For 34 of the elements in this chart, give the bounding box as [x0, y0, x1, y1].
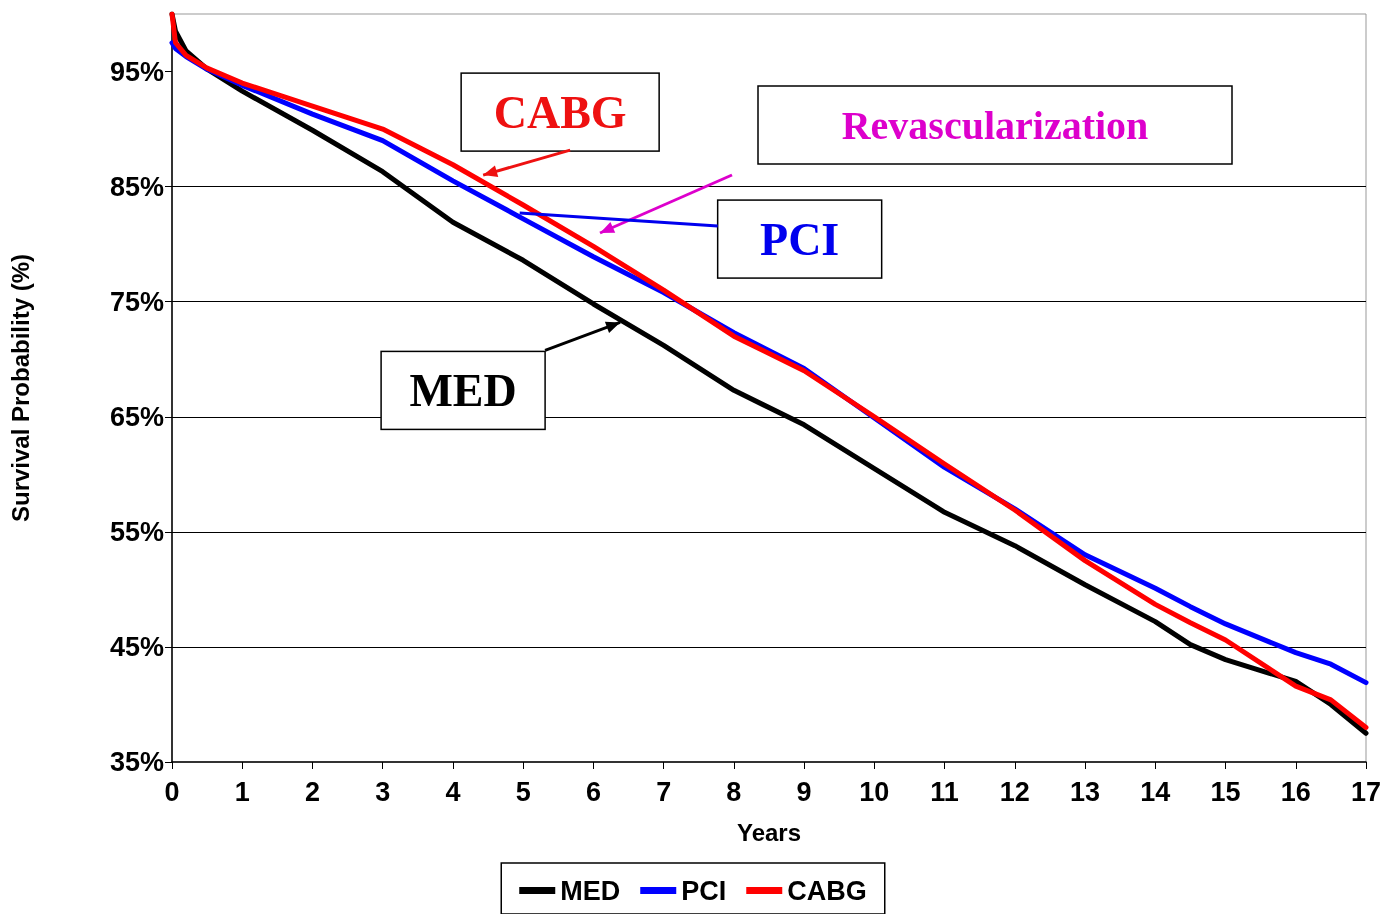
legend-label: PCI — [681, 875, 727, 906]
x-tick-label: 0 — [164, 776, 180, 807]
x-tick-label: 11 — [930, 776, 959, 807]
x-tick-label: 14 — [1140, 776, 1171, 807]
y-tick-label: 35% — [109, 747, 164, 777]
x-axis-title: Years — [736, 818, 802, 846]
y-tick-label: 75% — [109, 286, 164, 317]
y-tick-label: 95% — [109, 56, 164, 87]
y-tick-label: 45% — [109, 631, 164, 662]
y-tick-label: 55% — [109, 516, 164, 547]
y-tick-label: 85% — [109, 171, 164, 202]
x-tick-label: 6 — [585, 776, 601, 807]
x-tick-label: 13 — [1070, 776, 1101, 807]
legend-label: CABG — [787, 875, 867, 906]
annotation: Revascularization — [841, 102, 1149, 148]
x-tick-label: 10 — [859, 776, 890, 807]
annotation: MED — [409, 364, 517, 416]
legend-label: MED — [560, 875, 621, 906]
annotation: CABG — [493, 86, 627, 138]
x-tick-label: 9 — [796, 776, 812, 807]
x-tick-label: 1 — [234, 776, 250, 807]
y-tick-label: 65% — [109, 401, 164, 432]
x-tick-label: 12 — [999, 776, 1030, 807]
annotation: PCI — [760, 213, 840, 265]
x-tick-label: 2 — [304, 776, 320, 807]
x-tick-label: 17 — [1350, 776, 1382, 807]
x-tick-label: 15 — [1210, 776, 1241, 807]
x-tick-label: 3 — [375, 776, 391, 807]
x-tick-label: 5 — [515, 776, 531, 807]
y-axis-title: Survival Probability (%) — [6, 253, 34, 523]
x-tick-label: 7 — [656, 776, 672, 807]
x-tick-label: 4 — [445, 776, 461, 807]
x-tick-label: 8 — [726, 776, 742, 807]
x-tick-label: 16 — [1280, 776, 1311, 807]
